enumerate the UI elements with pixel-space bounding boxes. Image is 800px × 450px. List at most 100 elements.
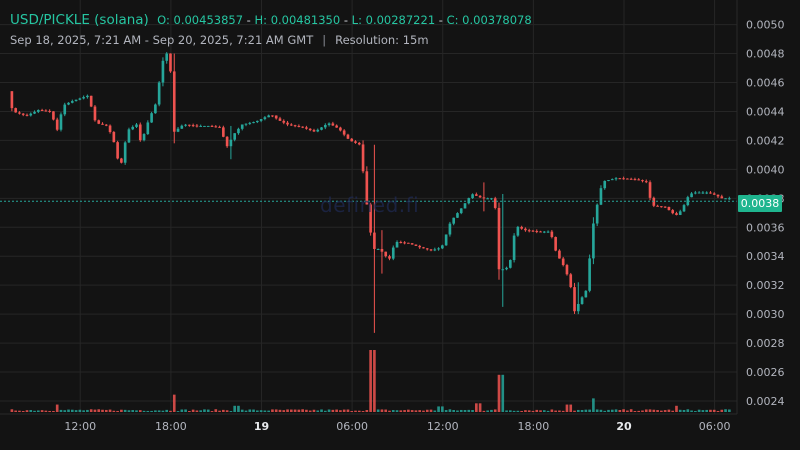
volume-bar [161,410,165,412]
price-tick-label: 0.0034 [746,250,785,263]
chart-legend: USD/PICKLE (solana) O: 0.00453857 - H: 0… [10,10,532,48]
volume-bar [63,410,67,412]
volume-bar [652,409,656,412]
volume-bar [222,409,225,412]
volume-bar [539,410,542,412]
candle-body [52,111,55,120]
candle-body [323,124,327,128]
candle-body [70,101,74,103]
candle-body [535,231,539,233]
volume-bar [373,350,376,412]
volume-bar [127,410,131,412]
candle-body [648,182,652,198]
volume-bar [486,410,489,412]
candle-body [225,136,229,147]
candle-body [391,247,395,259]
candle-body [259,119,263,121]
candle-body [252,122,255,124]
candle-body [626,178,629,180]
low-value: 0.00287221 [365,13,436,27]
candle-body [297,125,301,127]
volume-bar [176,411,180,412]
price-tick-label: 0.0030 [746,308,785,321]
volume-bar [131,410,135,412]
volume-bar [120,409,123,412]
candle-body [505,267,508,270]
volume-bar [308,410,312,412]
candle-body [497,207,501,270]
volume-bar [441,406,444,412]
candle-body [675,213,678,215]
volume-bar [384,409,388,412]
candle-body [690,193,693,198]
volume-bar [123,409,127,412]
volume-bar [512,410,516,412]
candle-body [524,228,527,231]
candle-body [146,122,150,135]
candle-body [542,231,546,233]
price-axis: 0.0024 0.0026 0.0028 0.0030 0.0032 0.0034 0.00… [746,19,785,408]
watermark-logo: defined.fi [320,193,420,217]
candle-body [218,126,221,128]
volume-bar [626,410,629,412]
time-tick-label: 06:00 [699,420,731,433]
candle-body [301,126,304,128]
volume-bar [267,410,270,412]
volume-bar [67,409,70,412]
volume-bar [709,409,712,412]
volume-bar [218,410,221,412]
candle-body [459,208,463,214]
candle-body [520,226,523,229]
volume-bar [422,410,425,412]
volume-bar [172,394,176,412]
volume-bar [716,410,720,412]
volume-bar [599,409,603,412]
candle-body [573,287,576,312]
volume-bar [531,410,535,412]
time-tick-label: 12:00 [64,420,96,433]
volume-bar [505,410,508,412]
volume-bar [663,410,667,412]
volume-bar [14,410,17,412]
candle-body [293,125,297,127]
candle-body [712,193,716,195]
last-price-tag: 0.0038 [738,195,782,212]
candle-body [267,115,270,118]
volume-bar [554,410,557,412]
candle-body [282,120,286,123]
volume-bar [150,410,153,412]
volume-bar [607,409,610,412]
candle-body [237,128,240,134]
volume-bar [78,409,82,412]
candle-body [131,126,135,130]
volume-bar [603,410,607,412]
candle-body [327,123,331,125]
volume-bar [263,410,267,412]
high-label: H: [254,13,268,27]
candle-body [467,198,471,204]
volume-bar [459,409,463,412]
candle-body [127,129,131,143]
volume-bar [21,411,25,412]
price-tick-label: 0.0024 [746,395,785,408]
volume-bar [644,409,648,412]
volume-bar [667,409,671,412]
volume-bar [214,409,218,412]
symbol-title[interactable]: USD/PICKLE (solana) [10,12,149,28]
volume-bar [697,409,701,412]
low-label: L: [351,13,362,27]
volume-bar [327,409,331,412]
candle-body [584,290,588,298]
candle-body [274,115,278,119]
candle-body [603,180,607,189]
volume-bar [399,410,403,412]
candle-body [248,122,252,124]
volume-bar [678,409,682,412]
volume-bar [675,405,678,412]
candle-body [720,196,724,199]
candle-body [486,198,489,200]
candle-body [305,127,308,129]
candle-body [610,179,614,181]
candle-body [157,82,161,105]
